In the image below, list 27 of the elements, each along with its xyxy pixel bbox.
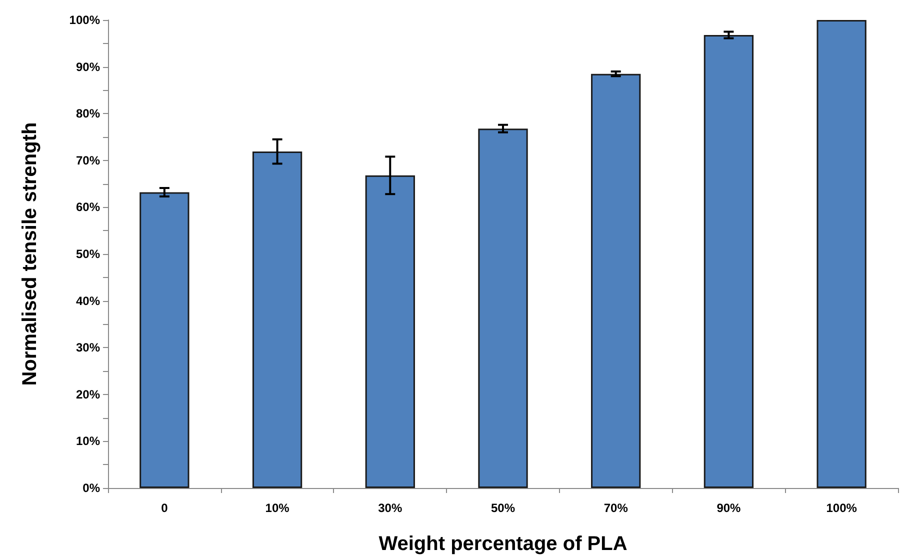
y-tick-label: 20% xyxy=(76,387,100,402)
y-tick-label: 70% xyxy=(76,153,100,168)
y-axis-title: Normalised tensile strength xyxy=(19,122,41,386)
y-tick-label: 60% xyxy=(76,200,100,214)
x-tick-label: 100% xyxy=(826,501,858,515)
x-tick-label: 30% xyxy=(378,501,402,515)
y-tick-label: 80% xyxy=(76,106,100,121)
y-tick-label: 0% xyxy=(82,481,100,495)
bar xyxy=(478,128,528,488)
x-axis-title: Weight percentage of PLA xyxy=(378,533,628,555)
bar xyxy=(816,20,866,488)
y-tick-label: 50% xyxy=(76,247,100,261)
bar xyxy=(252,152,302,488)
y-tick-label: 30% xyxy=(76,340,100,355)
x-tick-label: 90% xyxy=(716,501,742,515)
y-tick-label: 40% xyxy=(76,294,100,308)
y-tick-label: 10% xyxy=(76,434,100,448)
x-tick-label: 70% xyxy=(604,501,628,515)
bar xyxy=(365,175,415,488)
x-tick-label: 50% xyxy=(490,501,516,515)
y-tick-label: 100% xyxy=(69,13,100,27)
x-tick-label: 10% xyxy=(265,501,290,515)
bar xyxy=(704,34,754,488)
bar xyxy=(591,74,641,488)
y-tick-label: 90% xyxy=(76,60,100,74)
bar xyxy=(140,192,190,488)
x-tick-label: 0 xyxy=(161,501,168,515)
